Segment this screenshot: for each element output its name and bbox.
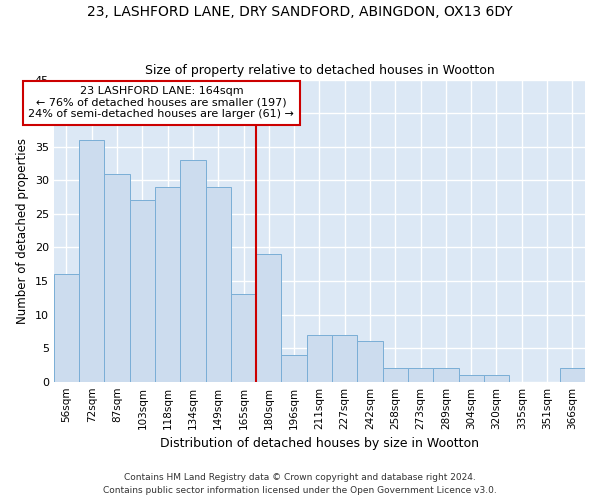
Bar bbox=[332, 334, 358, 382]
Bar bbox=[433, 368, 458, 382]
Bar bbox=[307, 334, 332, 382]
Bar bbox=[281, 355, 307, 382]
Title: Size of property relative to detached houses in Wootton: Size of property relative to detached ho… bbox=[145, 64, 494, 77]
Bar bbox=[383, 368, 408, 382]
Text: 23, LASHFORD LANE, DRY SANDFORD, ABINGDON, OX13 6DY: 23, LASHFORD LANE, DRY SANDFORD, ABINGDO… bbox=[87, 5, 513, 19]
Text: 23 LASHFORD LANE: 164sqm
← 76% of detached houses are smaller (197)
24% of semi-: 23 LASHFORD LANE: 164sqm ← 76% of detach… bbox=[28, 86, 294, 120]
Bar bbox=[130, 200, 155, 382]
Bar bbox=[458, 375, 484, 382]
Bar bbox=[408, 368, 433, 382]
Bar bbox=[54, 274, 79, 382]
Bar bbox=[560, 368, 585, 382]
Bar bbox=[231, 294, 256, 382]
Text: Contains HM Land Registry data © Crown copyright and database right 2024.
Contai: Contains HM Land Registry data © Crown c… bbox=[103, 474, 497, 495]
Bar bbox=[206, 187, 231, 382]
Y-axis label: Number of detached properties: Number of detached properties bbox=[16, 138, 29, 324]
Bar bbox=[79, 140, 104, 382]
Bar bbox=[180, 160, 206, 382]
Bar bbox=[256, 254, 281, 382]
Bar bbox=[104, 174, 130, 382]
Bar bbox=[155, 187, 180, 382]
Bar bbox=[358, 342, 383, 382]
X-axis label: Distribution of detached houses by size in Wootton: Distribution of detached houses by size … bbox=[160, 437, 479, 450]
Bar bbox=[484, 375, 509, 382]
